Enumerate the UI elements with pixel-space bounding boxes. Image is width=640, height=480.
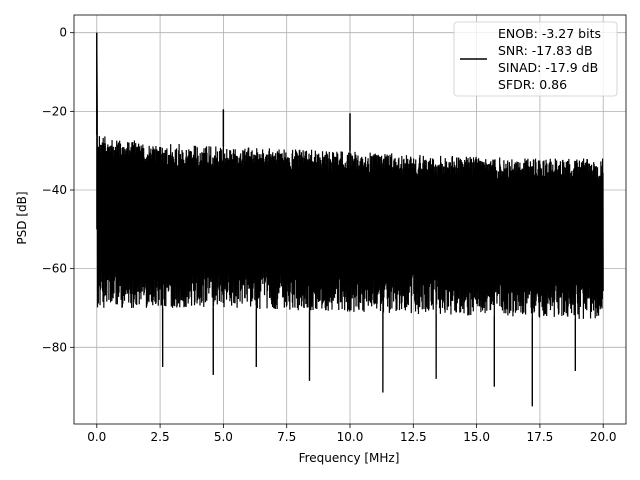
legend-entry-sinad: SINAD: -17.9 dB (498, 60, 598, 75)
x-tick-label: 12.5 (400, 430, 427, 444)
x-axis-label: Frequency [MHz] (299, 451, 400, 465)
y-axis-label: PSD [dB] (15, 191, 29, 244)
legend-entry-enob: ENOB: -3.27 bits (498, 26, 601, 41)
y-tick-label: −20 (42, 104, 67, 118)
y-tick-label: −60 (42, 262, 67, 276)
y-tick-label: −40 (42, 183, 67, 197)
y-tick-label: 0 (59, 26, 67, 40)
legend-box (453, 21, 618, 97)
x-tick-label: 17.5 (527, 430, 554, 444)
x-tick-label: 2.5 (151, 430, 170, 444)
x-tick-label: 5.0 (214, 430, 233, 444)
psd-trace (96, 32, 604, 407)
x-axis-ticks: 0.0 2.5 5.0 7.5 10.0 12.5 15.0 17.5 20.0 (87, 424, 617, 444)
y-tick-label: −80 (42, 340, 67, 354)
legend-entry-snr: SNR: -17.83 dB (498, 43, 593, 58)
x-tick-label: 20.0 (590, 430, 617, 444)
x-tick-label: 7.5 (277, 430, 296, 444)
x-tick-label: 10.0 (337, 430, 364, 444)
y-axis-ticks: 0 −20 −40 −60 −80 (42, 26, 74, 354)
x-tick-label: 15.0 (463, 430, 490, 444)
x-tick-label: 0.0 (87, 430, 106, 444)
legend-entry-sfdr: SFDR: 0.86 (498, 77, 567, 92)
legend: ENOB: -3.27 bits SNR: -17.83 dB SINAD: -… (453, 21, 618, 97)
